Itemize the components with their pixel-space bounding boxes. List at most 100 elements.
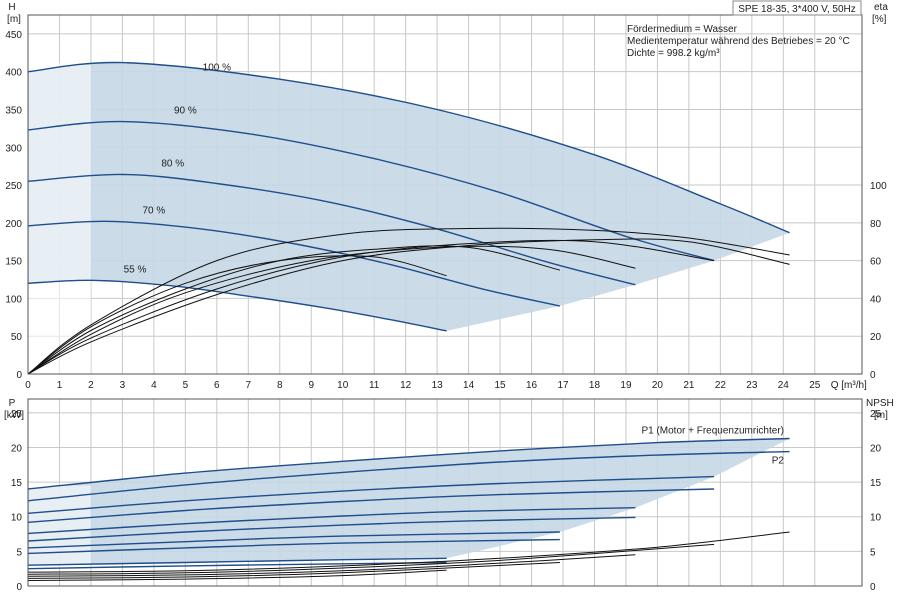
tick-label-x: 15 (495, 380, 507, 391)
tick-label-y-left: 0 (16, 370, 22, 381)
speed-curve-label: 70 % (142, 205, 165, 216)
series-label-p2: P2 (772, 456, 785, 467)
tick-label-y-right: 20 (870, 443, 882, 454)
tick-label-y-left: 350 (5, 105, 22, 116)
efficiency-curve (27, 239, 715, 375)
tick-label-y-right: 80 (870, 219, 882, 230)
efficiency-curve (27, 238, 790, 375)
tick-label-y-left: 200 (5, 219, 22, 230)
efficiency-curve (27, 245, 636, 375)
tick-label-x: 21 (683, 380, 695, 391)
y-axis-unit-left: [kW] (4, 410, 24, 421)
speed-curve-label: 90 % (174, 106, 197, 117)
tick-label-y-left: 15 (11, 478, 23, 489)
p1-curve (27, 531, 560, 549)
tick-label-x: 18 (589, 380, 601, 391)
title-box (732, 0, 862, 16)
npsh-curve (27, 562, 560, 579)
tick-label-x: 4 (151, 380, 157, 391)
speed-curve-label: 100 % (203, 63, 231, 74)
efficiency-curve (27, 227, 790, 375)
tick-label-x: 2 (88, 380, 94, 391)
npsh-curve (27, 543, 715, 575)
tick-label-x: 17 (557, 380, 569, 391)
tick-label-x: 16 (526, 380, 538, 391)
tick-label-x: 11 (369, 380, 380, 391)
y-axis-label-right: eta (874, 2, 888, 13)
tick-label-x: 19 (620, 380, 632, 391)
tick-label-x: 9 (308, 380, 314, 391)
y-axis-label-left: P (9, 398, 16, 409)
tick-label-x: 3 (120, 380, 126, 391)
tick-label-x: 14 (463, 380, 475, 391)
tick-label-y-left: 0 (16, 582, 22, 593)
tick-label-x: 5 (183, 380, 189, 391)
tick-label-y-right: 60 (870, 257, 882, 268)
tick-label-x: 13 (432, 380, 444, 391)
tick-label-x: 25 (809, 380, 821, 391)
speed-curve-label: 55 % (124, 264, 147, 275)
speed-curve-80 (27, 173, 636, 286)
tick-label-y-right: 0 (870, 370, 876, 381)
tick-label-y-left: 5 (16, 547, 22, 558)
npsh-curve (27, 554, 636, 577)
tick-label-y-right: 5 (870, 547, 876, 558)
tick-label-y-left: 100 (5, 294, 22, 305)
series-label-p1: P1 (Motor + Frequenzumrichter) (641, 425, 784, 436)
efficiency-curve (27, 245, 561, 375)
tick-label-x: 20 (652, 380, 664, 391)
y-axis-unit-right: [m] (874, 410, 888, 421)
p2-curve (27, 488, 715, 523)
p2-curve (27, 516, 636, 542)
tick-label-y-right: 10 (870, 513, 882, 524)
p2-curve (27, 538, 560, 555)
p2-curve (27, 450, 790, 502)
tick-label-y-right: 25 (870, 409, 882, 420)
speed-curve-label: 80 % (161, 158, 184, 169)
chart-title: SPE 18-35, 3*400 V, 50Hz (738, 4, 856, 15)
annotation-text: Fördermedium = Wasser (627, 24, 738, 35)
tick-label-x: 1 (57, 380, 63, 391)
tick-label-y-left: 25 (11, 409, 23, 420)
y-axis-unit-right: [%] (872, 14, 887, 25)
p1-curve (27, 557, 447, 566)
tick-label-x: 8 (277, 380, 283, 391)
power-envelope (28, 438, 790, 566)
tick-label-y-right: 15 (870, 478, 882, 489)
tick-label-y-right: 100 (870, 181, 887, 192)
low-flow-region (29, 62, 91, 374)
speed-curve-90 (27, 120, 715, 262)
y-axis-label-right: NPSH (866, 398, 894, 409)
plot-frame (27, 398, 863, 587)
tick-label-y-left: 450 (5, 30, 22, 41)
tick-label-x: 24 (778, 380, 790, 391)
tick-label-y-right: 40 (870, 294, 882, 305)
tick-label-x: 0 (25, 380, 31, 391)
speed-curve-100 (27, 61, 790, 234)
tick-label-x: 23 (746, 380, 758, 391)
tick-label-y-left: 10 (11, 513, 23, 524)
tick-label-x: 12 (400, 380, 412, 391)
tick-label-y-left: 400 (5, 68, 22, 79)
tick-label-y-left: 300 (5, 143, 22, 154)
tick-label-y-right: 20 (870, 332, 882, 343)
annotation-text: Dichte = 998.2 kg/m³ (627, 48, 720, 59)
tick-label-x: 7 (246, 380, 252, 391)
efficiency-curve (27, 255, 447, 375)
tick-label-y-left: 250 (5, 181, 22, 192)
tick-label-y-left: 50 (11, 332, 23, 343)
p1-curve (27, 507, 636, 535)
p1-curve (27, 437, 790, 490)
tick-label-x: 22 (715, 380, 727, 391)
annotation-text: Medientemperatur während des Betriebes =… (627, 36, 850, 47)
speed-curve-55 (27, 279, 447, 332)
plot-frame (27, 14, 863, 375)
tick-label-y-left: 20 (11, 443, 23, 454)
npsh-curve (27, 569, 447, 581)
npsh-curve (27, 531, 790, 573)
x-axis-label: Q [m³/h] (831, 380, 867, 391)
tick-label-x: 6 (214, 380, 220, 391)
tick-label-y-left: 150 (5, 257, 22, 268)
